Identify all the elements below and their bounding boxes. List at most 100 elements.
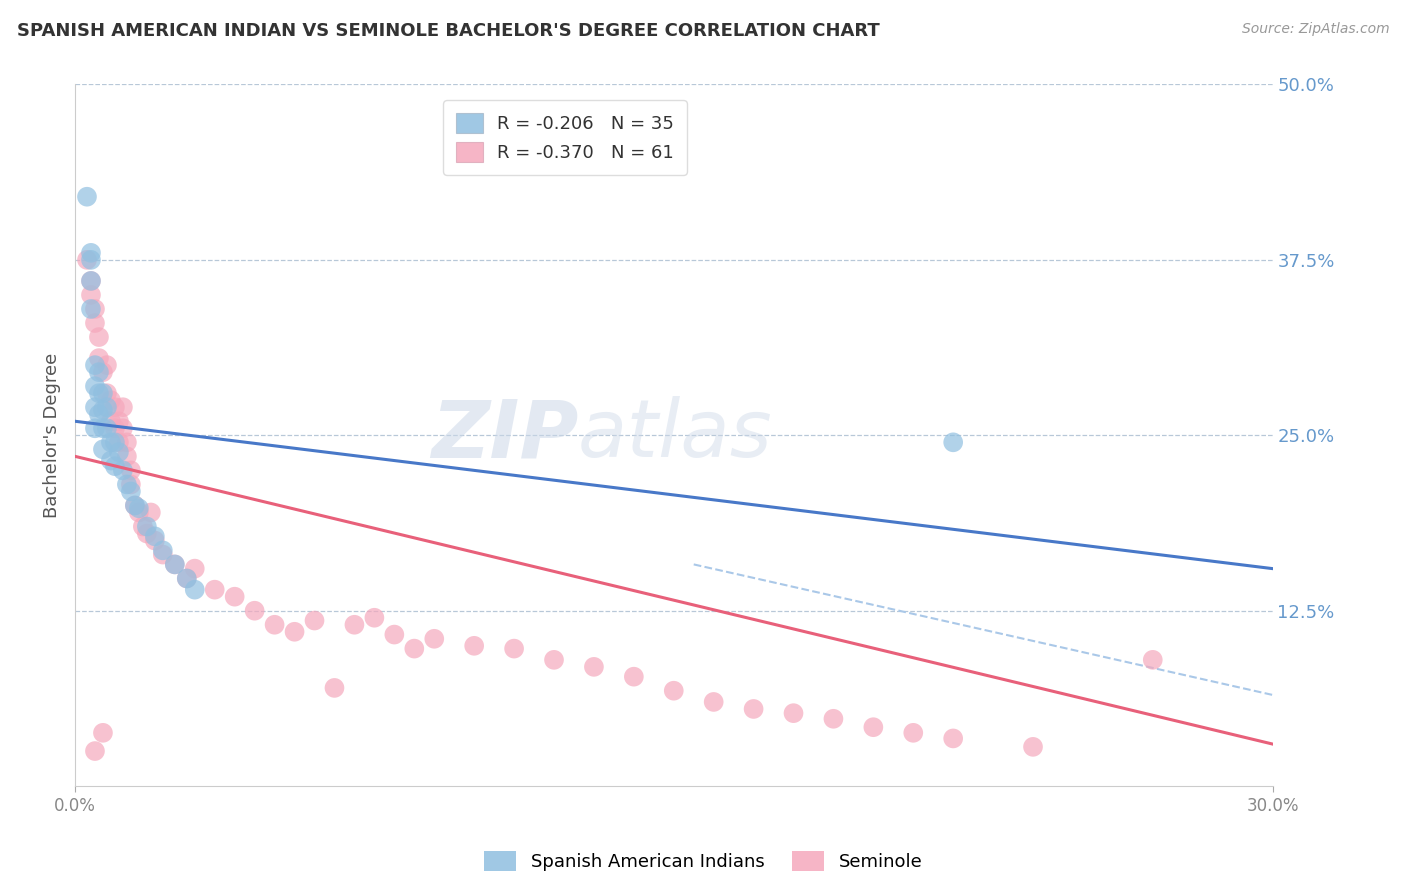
- Point: [111, 421, 134, 435]
- Point: [115, 435, 138, 450]
- Point: [124, 499, 146, 513]
- Point: [662, 683, 685, 698]
- Point: [84, 379, 107, 393]
- Point: [204, 582, 226, 597]
- Point: [363, 611, 385, 625]
- Legend: R = -0.206   N = 35, R = -0.370   N = 61: R = -0.206 N = 35, R = -0.370 N = 61: [443, 101, 688, 175]
- Point: [80, 288, 103, 302]
- Legend: Spanish American Indians, Seminole: Spanish American Indians, Seminole: [477, 844, 929, 879]
- Text: ZIP: ZIP: [430, 396, 578, 475]
- Point: [91, 386, 114, 401]
- Point: [120, 484, 142, 499]
- Point: [100, 453, 122, 467]
- Point: [382, 627, 405, 641]
- Point: [582, 660, 605, 674]
- Text: Source: ZipAtlas.com: Source: ZipAtlas.com: [1241, 22, 1389, 37]
- Point: [243, 604, 266, 618]
- Point: [143, 529, 166, 543]
- Point: [423, 632, 446, 646]
- Point: [80, 274, 103, 288]
- Point: [782, 706, 804, 721]
- Point: [84, 358, 107, 372]
- Point: [128, 501, 150, 516]
- Point: [87, 365, 110, 379]
- Point: [91, 421, 114, 435]
- Point: [703, 695, 725, 709]
- Point: [120, 477, 142, 491]
- Point: [184, 582, 207, 597]
- Point: [91, 403, 114, 417]
- Point: [862, 720, 884, 734]
- Point: [128, 506, 150, 520]
- Point: [104, 459, 127, 474]
- Point: [742, 702, 765, 716]
- Point: [91, 365, 114, 379]
- Point: [903, 726, 925, 740]
- Point: [111, 463, 134, 477]
- Point: [463, 639, 485, 653]
- Point: [120, 463, 142, 477]
- Point: [104, 435, 127, 450]
- Point: [135, 526, 157, 541]
- Point: [108, 445, 131, 459]
- Point: [152, 543, 174, 558]
- Point: [84, 744, 107, 758]
- Point: [91, 726, 114, 740]
- Point: [96, 358, 118, 372]
- Point: [176, 571, 198, 585]
- Point: [1142, 653, 1164, 667]
- Point: [76, 190, 98, 204]
- Point: [84, 316, 107, 330]
- Point: [283, 624, 305, 639]
- Point: [115, 477, 138, 491]
- Point: [111, 401, 134, 415]
- Point: [163, 558, 186, 572]
- Point: [87, 386, 110, 401]
- Point: [104, 421, 127, 435]
- Point: [96, 421, 118, 435]
- Point: [76, 252, 98, 267]
- Point: [87, 330, 110, 344]
- Point: [96, 401, 118, 415]
- Point: [152, 548, 174, 562]
- Point: [184, 561, 207, 575]
- Point: [224, 590, 246, 604]
- Point: [100, 435, 122, 450]
- Point: [263, 617, 285, 632]
- Point: [1022, 739, 1045, 754]
- Point: [623, 670, 645, 684]
- Point: [84, 421, 107, 435]
- Point: [84, 301, 107, 316]
- Point: [91, 442, 114, 457]
- Y-axis label: Bachelor's Degree: Bachelor's Degree: [44, 352, 60, 518]
- Point: [100, 393, 122, 408]
- Point: [143, 533, 166, 548]
- Point: [942, 731, 965, 746]
- Point: [108, 414, 131, 428]
- Point: [80, 245, 103, 260]
- Point: [80, 274, 103, 288]
- Point: [135, 519, 157, 533]
- Point: [503, 641, 526, 656]
- Point: [80, 301, 103, 316]
- Point: [132, 519, 155, 533]
- Text: atlas: atlas: [578, 396, 773, 475]
- Point: [87, 351, 110, 365]
- Point: [139, 506, 162, 520]
- Point: [163, 558, 186, 572]
- Point: [104, 401, 127, 415]
- Point: [100, 414, 122, 428]
- Point: [404, 641, 426, 656]
- Point: [108, 435, 131, 450]
- Point: [87, 407, 110, 421]
- Point: [176, 571, 198, 585]
- Point: [80, 252, 103, 267]
- Point: [96, 386, 118, 401]
- Text: SPANISH AMERICAN INDIAN VS SEMINOLE BACHELOR'S DEGREE CORRELATION CHART: SPANISH AMERICAN INDIAN VS SEMINOLE BACH…: [17, 22, 880, 40]
- Point: [942, 435, 965, 450]
- Point: [543, 653, 565, 667]
- Point: [323, 681, 346, 695]
- Point: [823, 712, 845, 726]
- Point: [84, 401, 107, 415]
- Point: [304, 614, 326, 628]
